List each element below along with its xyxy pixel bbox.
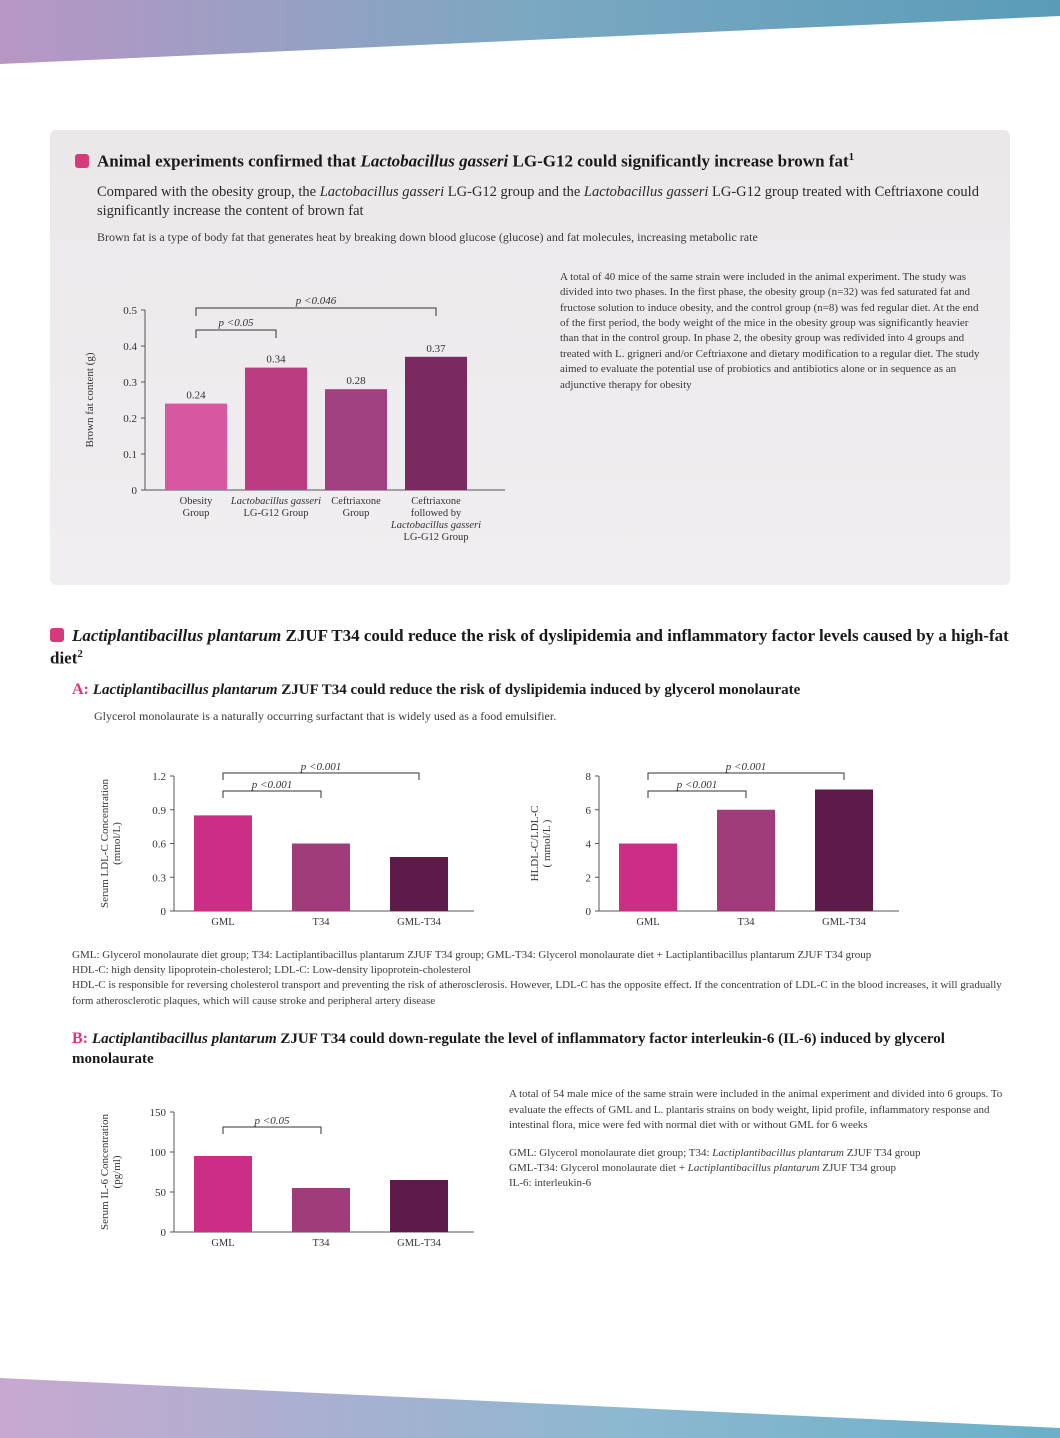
- section2-footnote: GML: Glycerol monolaurate diet group; T3…: [72, 948, 1010, 1010]
- svg-text:1.2: 1.2: [152, 771, 166, 783]
- svg-text:LG-G12 Group: LG-G12 Group: [243, 508, 308, 519]
- page-content: Animal experiments confirmed that Lactob…: [50, 130, 1010, 1302]
- svg-text:p <0.05: p <0.05: [254, 1115, 290, 1127]
- section2-a-note: Glycerol monolaurate is a naturally occu…: [94, 709, 1010, 724]
- section1-row: Brown fat content (g) 0 0.1 0.2 0.3 0.4 0.5 0.2…: [75, 260, 985, 560]
- svg-text:GML-T34: GML-T34: [397, 1238, 441, 1249]
- section2-a-head: A:Lactiplantibacillus plantarum ZJUF T34…: [72, 680, 1010, 701]
- section1-subtitle: Compared with the obesity group, the Lac…: [97, 183, 985, 222]
- svg-text:Brown fat content (g): Brown fat content (g): [84, 352, 96, 447]
- svg-text:followed by: followed by: [411, 508, 462, 519]
- bullet-icon: [75, 154, 89, 168]
- svg-text:0.1: 0.1: [123, 449, 137, 461]
- svg-text:HLDL-C/LDL-C: HLDL-C/LDL-C: [529, 805, 541, 881]
- svg-text:0.4: 0.4: [123, 341, 137, 353]
- svg-text:T34: T34: [738, 917, 756, 928]
- svg-text:p <0.001: p <0.001: [251, 779, 292, 791]
- section2-b-row: Serum IL-6 Concentration(pg/ml) 0 50 100 150…: [94, 1077, 1010, 1262]
- svg-text:Ceftriaxone: Ceftriaxone: [331, 496, 381, 507]
- svg-text:p <0.05: p <0.05: [218, 317, 254, 329]
- svg-text:150: 150: [150, 1107, 167, 1119]
- svg-text:(pg/ml): (pg/ml): [111, 1156, 123, 1189]
- svg-text:0.37: 0.37: [426, 343, 446, 355]
- svg-text:Lactobacillus gasseri: Lactobacillus gasseri: [230, 496, 321, 507]
- svg-text:0.3: 0.3: [152, 872, 166, 884]
- svg-text:p <0.001: p <0.001: [676, 779, 717, 791]
- svg-text:0: 0: [586, 906, 592, 918]
- svg-text:LG-G12 Group: LG-G12 Group: [403, 532, 468, 543]
- svg-text:0: 0: [161, 906, 167, 918]
- svg-text:8: 8: [586, 771, 592, 783]
- svg-text:100: 100: [150, 1147, 167, 1159]
- chart2a-svg: Serum LDL-C Concentration(mmol/L) 0 0.3 0.6…: [94, 736, 484, 936]
- section1-note: Brown fat is a type of body fat that gen…: [97, 230, 985, 245]
- section2-title: Lactiplantibacillus plantarum ZJUF T34 c…: [50, 625, 1010, 670]
- svg-text:0.3: 0.3: [123, 377, 137, 389]
- svg-text:( mmol/L ): ( mmol/L ): [541, 819, 553, 867]
- svg-text:0.2: 0.2: [123, 413, 137, 425]
- svg-text:GML-T34: GML-T34: [822, 917, 866, 928]
- svg-text:50: 50: [155, 1187, 167, 1199]
- svg-text:p <0.001: p <0.001: [300, 761, 341, 773]
- section-brown-fat: Animal experiments confirmed that Lactob…: [50, 130, 1010, 585]
- svg-text:0.28: 0.28: [346, 375, 366, 387]
- svg-text:0.24: 0.24: [186, 389, 206, 401]
- section-dyslipidemia: Lactiplantibacillus plantarum ZJUF T34 c…: [50, 625, 1010, 1263]
- bottom-banner-curve: [0, 1338, 1060, 1438]
- section2-b-side: A total of 54 male mice of the same stra…: [509, 1077, 1010, 1191]
- svg-text:6: 6: [586, 804, 592, 816]
- svg-text:p <0.001: p <0.001: [725, 761, 766, 773]
- svg-text:(mmol/L): (mmol/L): [111, 821, 123, 864]
- svg-text:Serum LDL-C Concentration: Serum LDL-C Concentration: [99, 778, 111, 907]
- section1-title: Animal experiments confirmed that Lactob…: [75, 150, 985, 173]
- chart2b-svg: HLDL-C/LDL-C( mmol/L ) 0 2 4 6 8 GML T34 GML-T34…: [524, 736, 914, 936]
- svg-text:0.34: 0.34: [266, 353, 286, 365]
- svg-text:4: 4: [586, 838, 592, 850]
- svg-text:GML: GML: [211, 1238, 234, 1249]
- svg-text:0.9: 0.9: [152, 804, 166, 816]
- charts-pair-a: Serum LDL-C Concentration(mmol/L) 0 0.3 0.6…: [94, 736, 1010, 936]
- svg-text:Group: Group: [343, 508, 370, 519]
- svg-text:GML-T34: GML-T34: [397, 917, 441, 928]
- chart3-svg: Serum IL-6 Concentration(pg/ml) 0 50 100 150…: [94, 1077, 484, 1262]
- svg-text:T34: T34: [313, 1238, 331, 1249]
- svg-text:Serum IL-6 Concentration: Serum IL-6 Concentration: [99, 1114, 111, 1231]
- section2-b-head: B:Lactiplantibacillus plantarum ZJUF T34…: [72, 1029, 1010, 1069]
- svg-text:Obesity: Obesity: [180, 496, 213, 507]
- svg-text:0.5: 0.5: [123, 305, 137, 317]
- svg-text:Ceftriaxone: Ceftriaxone: [411, 496, 461, 507]
- bullet-icon: [50, 628, 64, 642]
- svg-text:Group: Group: [183, 508, 210, 519]
- svg-text:GML: GML: [636, 917, 659, 928]
- chart1-block: Brown fat content (g) 0 0.1 0.2 0.3 0.4 0.5 0.2…: [75, 260, 535, 560]
- svg-text:2: 2: [586, 872, 592, 884]
- svg-text:0: 0: [132, 485, 138, 497]
- svg-text:0.6: 0.6: [152, 838, 166, 850]
- top-banner-curve: [0, 0, 1060, 80]
- svg-text:p <0.046: p <0.046: [295, 295, 337, 307]
- svg-text:GML: GML: [211, 917, 234, 928]
- chart1-svg: Brown fat content (g) 0 0.1 0.2 0.3 0.4 0.5 0.2…: [75, 260, 535, 560]
- svg-text:Lactobacillus gasseri: Lactobacillus gasseri: [390, 520, 481, 531]
- svg-text:T34: T34: [313, 917, 331, 928]
- svg-text:0: 0: [161, 1227, 167, 1239]
- section1-side-text: A total of 40 mice of the same strain we…: [560, 260, 985, 393]
